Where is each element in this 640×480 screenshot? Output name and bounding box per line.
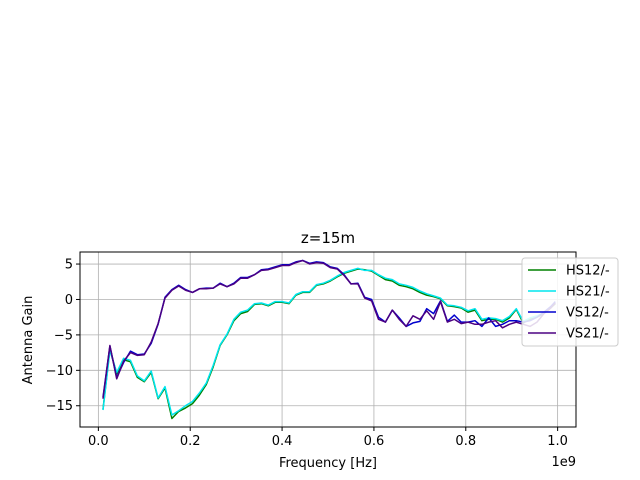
x-tick-label: 0.8 <box>455 434 476 449</box>
plot-lines <box>102 259 556 420</box>
y-axis-ticks: 5 0 −5 −10 −15 <box>46 258 80 414</box>
x-tick-label: 1.0 <box>547 434 568 449</box>
y-tick-label: −15 <box>46 399 73 414</box>
x-axis-label: Frequency [Hz] <box>279 456 377 471</box>
legend-label-vs21: VS21/- <box>566 327 609 342</box>
x-tick-label: 0.4 <box>272 434 293 449</box>
y-tick-label: 0 <box>65 293 73 308</box>
series-line-vs21 <box>102 259 556 399</box>
x-tick-label: 0.2 <box>180 434 201 449</box>
legend-label-hs21: HS21/- <box>566 285 610 300</box>
x-axis-ticks: 0.0 0.2 0.4 0.6 0.8 1.0 <box>88 427 568 449</box>
legend: HS12/- HS21/- VS12/- VS21/- <box>521 257 619 347</box>
x-tick-label: 0.0 <box>88 434 109 449</box>
x-axis-offset-label: 1e9 <box>551 455 576 470</box>
y-tick-label: 5 <box>65 258 73 273</box>
y-tick-label: −5 <box>54 328 73 343</box>
series-line-hs21 <box>102 267 556 416</box>
chart-title: z=15m <box>301 229 355 247</box>
y-tick-label: −10 <box>46 364 73 379</box>
x-tick-label: 0.6 <box>364 434 385 449</box>
legend-label-vs12: VS12/- <box>566 306 609 321</box>
legend-label-hs12: HS12/- <box>566 264 610 279</box>
grid <box>80 252 576 427</box>
y-axis-label: Antenna Gain <box>21 296 36 385</box>
legend-box <box>521 257 619 347</box>
